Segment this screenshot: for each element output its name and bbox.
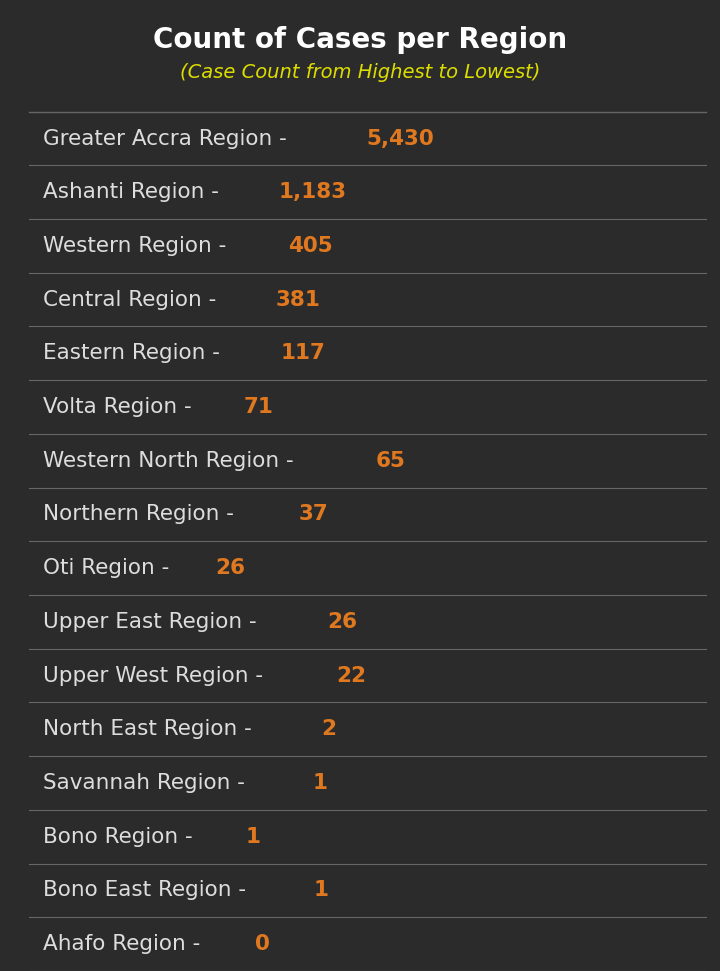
Text: 26: 26 [215, 558, 245, 578]
Text: (Case Count from Highest to Lowest): (Case Count from Highest to Lowest) [180, 63, 540, 83]
Text: 2: 2 [321, 720, 336, 739]
Text: 0: 0 [255, 934, 270, 954]
Text: Savannah Region -: Savannah Region - [43, 773, 252, 793]
Text: 65: 65 [375, 451, 405, 471]
Text: 37: 37 [298, 505, 328, 524]
Text: Upper East Region -: Upper East Region - [43, 612, 264, 632]
Text: North East Region -: North East Region - [43, 720, 258, 739]
Text: 405: 405 [289, 236, 333, 256]
Text: Volta Region -: Volta Region - [43, 397, 199, 418]
Text: 1: 1 [312, 773, 328, 793]
Text: 26: 26 [328, 612, 358, 632]
Text: 71: 71 [244, 397, 274, 418]
Text: Central Region -: Central Region - [43, 289, 223, 310]
Text: Ashanti Region -: Ashanti Region - [43, 183, 226, 202]
Text: 1,183: 1,183 [279, 183, 347, 202]
Text: Western North Region -: Western North Region - [43, 451, 301, 471]
Text: 22: 22 [336, 665, 366, 686]
Text: Count of Cases per Region: Count of Cases per Region [153, 26, 567, 54]
Text: Ahafo Region -: Ahafo Region - [43, 934, 207, 954]
Text: Bono Region -: Bono Region - [43, 826, 199, 847]
Text: 5,430: 5,430 [366, 128, 434, 149]
Text: Bono East Region -: Bono East Region - [43, 881, 253, 900]
Text: 1: 1 [314, 881, 329, 900]
Text: Greater Accra Region -: Greater Accra Region - [43, 128, 294, 149]
Text: Western Region -: Western Region - [43, 236, 233, 256]
Text: Northern Region -: Northern Region - [43, 505, 241, 524]
Text: Oti Region -: Oti Region - [43, 558, 176, 578]
Text: 381: 381 [276, 289, 320, 310]
Text: Upper West Region -: Upper West Region - [43, 665, 270, 686]
Text: 117: 117 [280, 344, 325, 363]
Text: Eastern Region -: Eastern Region - [43, 344, 227, 363]
Text: 1: 1 [245, 826, 260, 847]
